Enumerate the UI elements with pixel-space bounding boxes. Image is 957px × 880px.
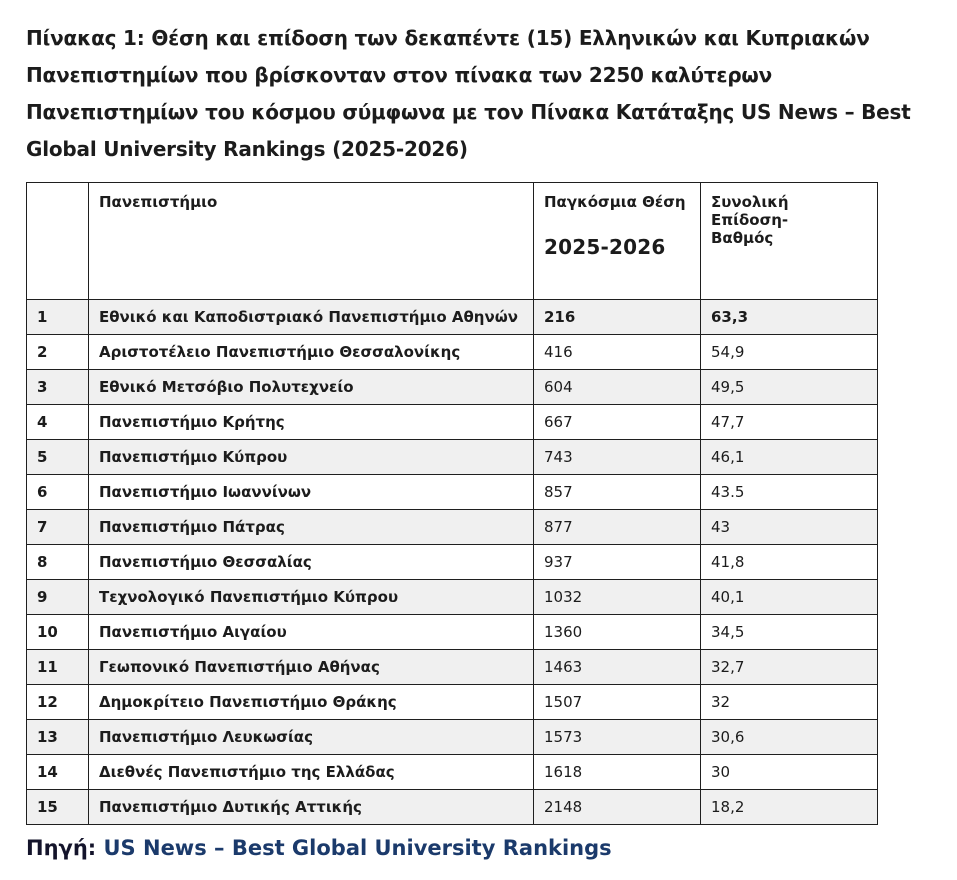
rank-cell: 667: [533, 404, 701, 440]
source-label: Πηγή:: [26, 836, 97, 860]
rank-cell: 216: [533, 299, 701, 335]
university-cell: Τεχνολογικό Πανεπιστήμιο Κύπρου: [88, 579, 534, 615]
score-cell: 32,7: [700, 649, 878, 685]
score-cell: 46,1: [700, 439, 878, 475]
table-row: 3 Εθνικό Μετσόβιο Πολυτεχνείο 604 49,5: [26, 369, 878, 405]
university-cell: Δημοκρίτειο Πανεπιστήμιο Θράκης: [88, 684, 534, 720]
table-row: 15 Πανεπιστήμιο Δυτικής Αττικής 2148 18,…: [26, 789, 878, 825]
row-index-cell: 13: [26, 719, 89, 755]
table-row: 10 Πανεπιστήμιο Αιγαίου 1360 34,5: [26, 614, 878, 650]
university-cell: Διεθνές Πανεπιστήμιο της Ελλάδας: [88, 754, 534, 790]
table-row: 9 Τεχνολογικό Πανεπιστήμιο Κύπρου 1032 4…: [26, 579, 878, 615]
rank-cell: 1573: [533, 719, 701, 755]
row-index-cell: 10: [26, 614, 89, 650]
table-row: 1 Εθνικό και Καποδιστριακό Πανεπιστήμιο …: [26, 299, 878, 335]
row-index-cell: 5: [26, 439, 89, 475]
table-row: 11 Γεωπονικό Πανεπιστήμιο Αθήνας 1463 32…: [26, 649, 878, 685]
col-header-world-rank: Παγκόσμια Θέση 2025-2026: [533, 182, 701, 300]
rank-cell: 1507: [533, 684, 701, 720]
rank-cell: 743: [533, 439, 701, 475]
col-header-index: [26, 182, 89, 300]
row-index-cell: 2: [26, 334, 89, 370]
world-rank-period: 2025-2026: [544, 235, 666, 259]
table-header-row: Πανεπιστήμιο Παγκόσμια Θέση 2025-2026 Συ…: [26, 182, 878, 300]
source-note: Πηγή: US News – Best Global University R…: [26, 836, 937, 860]
score-cell: 63,3: [700, 299, 878, 335]
table-row: 14 Διεθνές Πανεπιστήμιο της Ελλάδας 1618…: [26, 754, 878, 790]
table-row: 6 Πανεπιστήμιο Ιωαννίνων 857 43.5: [26, 474, 878, 510]
rank-cell: 2148: [533, 789, 701, 825]
university-cell: Πανεπιστήμιο Θεσσαλίας: [88, 544, 534, 580]
score-cell: 41,8: [700, 544, 878, 580]
rank-cell: 937: [533, 544, 701, 580]
page-title: Πίνακας 1: Θέση και επίδοση των δεκαπέντ…: [26, 26, 911, 161]
score-cell: 34,5: [700, 614, 878, 650]
university-cell: Πανεπιστήμιο Ιωαννίνων: [88, 474, 534, 510]
score-cell: 49,5: [700, 369, 878, 405]
row-index-cell: 9: [26, 579, 89, 615]
score-label-line2: Βαθμός: [711, 229, 774, 247]
rank-cell: 416: [533, 334, 701, 370]
score-cell: 54,9: [700, 334, 878, 370]
university-cell: Γεωπονικό Πανεπιστήμιο Αθήνας: [88, 649, 534, 685]
table-row: 7 Πανεπιστήμιο Πάτρας 877 43: [26, 509, 878, 545]
table-row: 13 Πανεπιστήμιο Λευκωσίας 1573 30,6: [26, 719, 878, 755]
rank-cell: 877: [533, 509, 701, 545]
score-cell: 43: [700, 509, 878, 545]
score-cell: 32: [700, 684, 878, 720]
row-index-cell: 15: [26, 789, 89, 825]
score-label-line1: Συνολική Επίδοση-: [711, 193, 789, 229]
row-index-cell: 8: [26, 544, 89, 580]
rank-cell: 857: [533, 474, 701, 510]
rank-cell: 1360: [533, 614, 701, 650]
col-header-score: Συνολική Επίδοση- Βαθμός: [700, 182, 878, 300]
university-cell: Αριστοτέλειο Πανεπιστήμιο Θεσσαλονίκης: [88, 334, 534, 370]
source-link[interactable]: US News – Best Global University Ranking…: [103, 836, 612, 860]
rank-cell: 1618: [533, 754, 701, 790]
score-cell: 47,7: [700, 404, 878, 440]
score-cell: 40,1: [700, 579, 878, 615]
rank-cell: 1032: [533, 579, 701, 615]
table-row: 5 Πανεπιστήμιο Κύπρου 743 46,1: [26, 439, 878, 475]
row-index-cell: 7: [26, 509, 89, 545]
col-header-university: Πανεπιστήμιο: [88, 182, 534, 300]
university-cell: Πανεπιστήμιο Κύπρου: [88, 439, 534, 475]
score-cell: 43.5: [700, 474, 878, 510]
row-index-cell: 6: [26, 474, 89, 510]
university-cell: Εθνικό και Καποδιστριακό Πανεπιστήμιο Αθ…: [88, 299, 534, 335]
rank-cell: 1463: [533, 649, 701, 685]
score-cell: 30: [700, 754, 878, 790]
rank-cell: 604: [533, 369, 701, 405]
university-cell: Πανεπιστήμιο Λευκωσίας: [88, 719, 534, 755]
university-cell: Πανεπιστήμιο Κρήτης: [88, 404, 534, 440]
score-cell: 30,6: [700, 719, 878, 755]
university-cell: Πανεπιστήμιο Δυτικής Αττικής: [88, 789, 534, 825]
rankings-table: Πανεπιστήμιο Παγκόσμια Θέση 2025-2026 Συ…: [26, 182, 878, 825]
table-row: 4 Πανεπιστήμιο Κρήτης 667 47,7: [26, 404, 878, 440]
row-index-cell: 3: [26, 369, 89, 405]
university-cell: Εθνικό Μετσόβιο Πολυτεχνείο: [88, 369, 534, 405]
row-index-cell: 1: [26, 299, 89, 335]
row-index-cell: 11: [26, 649, 89, 685]
university-cell: Πανεπιστήμιο Πάτρας: [88, 509, 534, 545]
table-row: 2 Αριστοτέλειο Πανεπιστήμιο Θεσσαλονίκης…: [26, 334, 878, 370]
world-rank-label: Παγκόσμια Θέση: [544, 193, 686, 211]
row-index-cell: 12: [26, 684, 89, 720]
row-index-cell: 14: [26, 754, 89, 790]
table-row: 12 Δημοκρίτειο Πανεπιστήμιο Θράκης 1507 …: [26, 684, 878, 720]
score-cell: 18,2: [700, 789, 878, 825]
university-cell: Πανεπιστήμιο Αιγαίου: [88, 614, 534, 650]
table-row: 8 Πανεπιστήμιο Θεσσαλίας 937 41,8: [26, 544, 878, 580]
row-index-cell: 4: [26, 404, 89, 440]
